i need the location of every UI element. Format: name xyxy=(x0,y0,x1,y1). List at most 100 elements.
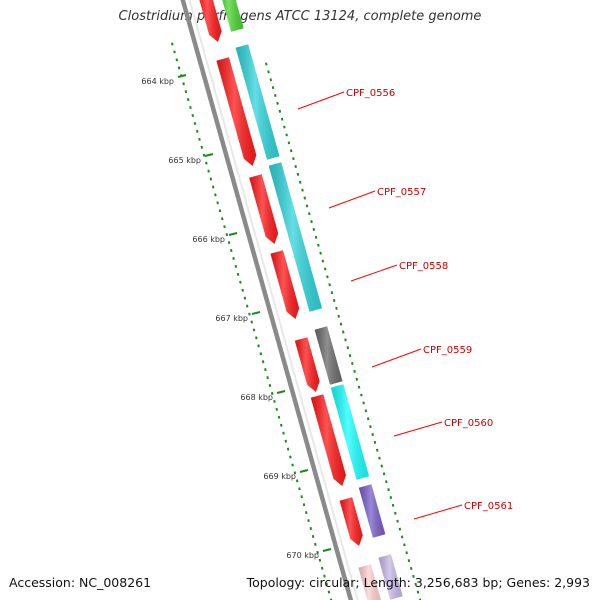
scale-dot xyxy=(218,209,222,213)
gene-label-cpf_0557: CPF_0557 xyxy=(328,187,426,209)
scale-dot xyxy=(196,129,199,133)
scale-dot xyxy=(216,201,219,205)
scale-dot xyxy=(307,519,310,523)
tick-label: 666 kbp xyxy=(192,235,225,244)
scale-dot xyxy=(346,346,350,350)
scale-dot xyxy=(373,440,377,444)
scale-dot xyxy=(344,338,347,342)
scale-dot xyxy=(391,503,395,507)
scale-dot xyxy=(294,164,297,168)
major-tick-mark xyxy=(322,548,332,552)
gene-label-cpf_0556: CPF_0556 xyxy=(297,88,395,110)
backbone-layer xyxy=(180,0,359,600)
scale-dot xyxy=(296,172,300,176)
scale-dot xyxy=(337,314,340,318)
scale-dot xyxy=(314,542,317,546)
scale-dot xyxy=(225,233,228,237)
scale-dot xyxy=(275,407,278,411)
scale-dot xyxy=(250,320,253,324)
gene-label-cpf_0559: CPF_0559 xyxy=(371,345,472,368)
scale-dot xyxy=(289,149,293,153)
scale-dot xyxy=(193,121,197,125)
scale-dot xyxy=(320,566,324,570)
scale-dot xyxy=(323,574,326,578)
scale-dot xyxy=(312,228,316,232)
scale-dot xyxy=(300,495,303,499)
scale-dot xyxy=(317,243,320,247)
scale-dot xyxy=(184,90,188,94)
scale-dot xyxy=(369,425,372,429)
scale-dot xyxy=(323,267,327,271)
gene-label-text: CPF_0556 xyxy=(346,88,395,99)
scale-dot xyxy=(409,566,413,570)
scale-dot xyxy=(239,280,242,284)
tick-label: 664 kbp xyxy=(141,77,174,86)
gene-feature-shade-11 xyxy=(339,497,363,546)
scale-dot xyxy=(252,328,256,332)
scale-dot xyxy=(351,362,354,366)
scale-dot xyxy=(319,251,322,255)
scale-dot xyxy=(273,399,276,403)
scale-dot xyxy=(186,98,190,102)
scale-dot xyxy=(278,109,282,113)
scale-dot xyxy=(414,582,417,586)
gene-feature-shade-1 xyxy=(222,0,244,32)
genome-summary-text: Topology: circular; Length: 3,256,683 bp… xyxy=(246,575,590,590)
scale-dot xyxy=(189,106,192,110)
scale-dot xyxy=(230,249,233,253)
tick-label: 670 kbp xyxy=(286,551,319,560)
scale-dot xyxy=(292,157,295,161)
scale-dot xyxy=(342,330,345,334)
gene-feature-shade-12 xyxy=(358,484,386,538)
scale-dot xyxy=(416,590,420,594)
gene-feature-shade-0 xyxy=(199,0,222,42)
gene-feature-shade-10 xyxy=(330,384,370,480)
scale-dot xyxy=(276,101,279,105)
gene-label-leader xyxy=(328,190,376,209)
scale-dot xyxy=(267,70,270,74)
feature-layer xyxy=(199,0,403,600)
scale-dot xyxy=(287,141,291,145)
scale-dot xyxy=(302,503,306,507)
scale-dot xyxy=(311,534,315,538)
scale-dot xyxy=(173,50,176,54)
scale-dot xyxy=(209,177,213,181)
major-tick-mark xyxy=(299,469,309,473)
scale-dot xyxy=(232,256,235,260)
gene-feature-shade-14 xyxy=(378,554,403,600)
scale-dot xyxy=(328,283,331,287)
scale-dot xyxy=(318,558,322,562)
major-tick-mark xyxy=(251,311,261,315)
scale-dot xyxy=(245,304,249,308)
gene-label-cpf_0560: CPF_0560 xyxy=(393,418,493,437)
scale-dot xyxy=(261,360,265,364)
gene-feature-shade-7 xyxy=(294,337,320,392)
scale-dot xyxy=(405,551,408,555)
scale-dot xyxy=(291,463,294,467)
scale-dot xyxy=(330,291,334,295)
scale-dot xyxy=(301,188,304,192)
scale-dot xyxy=(316,550,319,554)
gene-label-leader xyxy=(371,348,422,368)
gene-feature-shade-3 xyxy=(235,44,280,160)
scale-dot xyxy=(366,417,370,421)
scale-dot xyxy=(223,225,226,229)
genome-backbone xyxy=(180,0,354,600)
scale-dot xyxy=(335,306,338,310)
scale-dot xyxy=(255,336,258,340)
scale-dot xyxy=(325,582,328,586)
scale-dot xyxy=(375,448,379,452)
scale-dot xyxy=(220,217,224,221)
scale-dot xyxy=(400,535,404,539)
scale-dotted-line-right xyxy=(265,62,422,600)
scale-dot xyxy=(266,376,269,380)
scale-dot xyxy=(211,185,215,189)
gene-feature-shade-5 xyxy=(268,162,323,312)
scale-dot xyxy=(360,393,363,397)
scale-dot xyxy=(207,169,210,173)
scale-dot xyxy=(277,415,281,419)
gene-label-cpf_0558: CPF_0558 xyxy=(350,261,448,282)
scale-dotted-line-left xyxy=(171,42,333,600)
